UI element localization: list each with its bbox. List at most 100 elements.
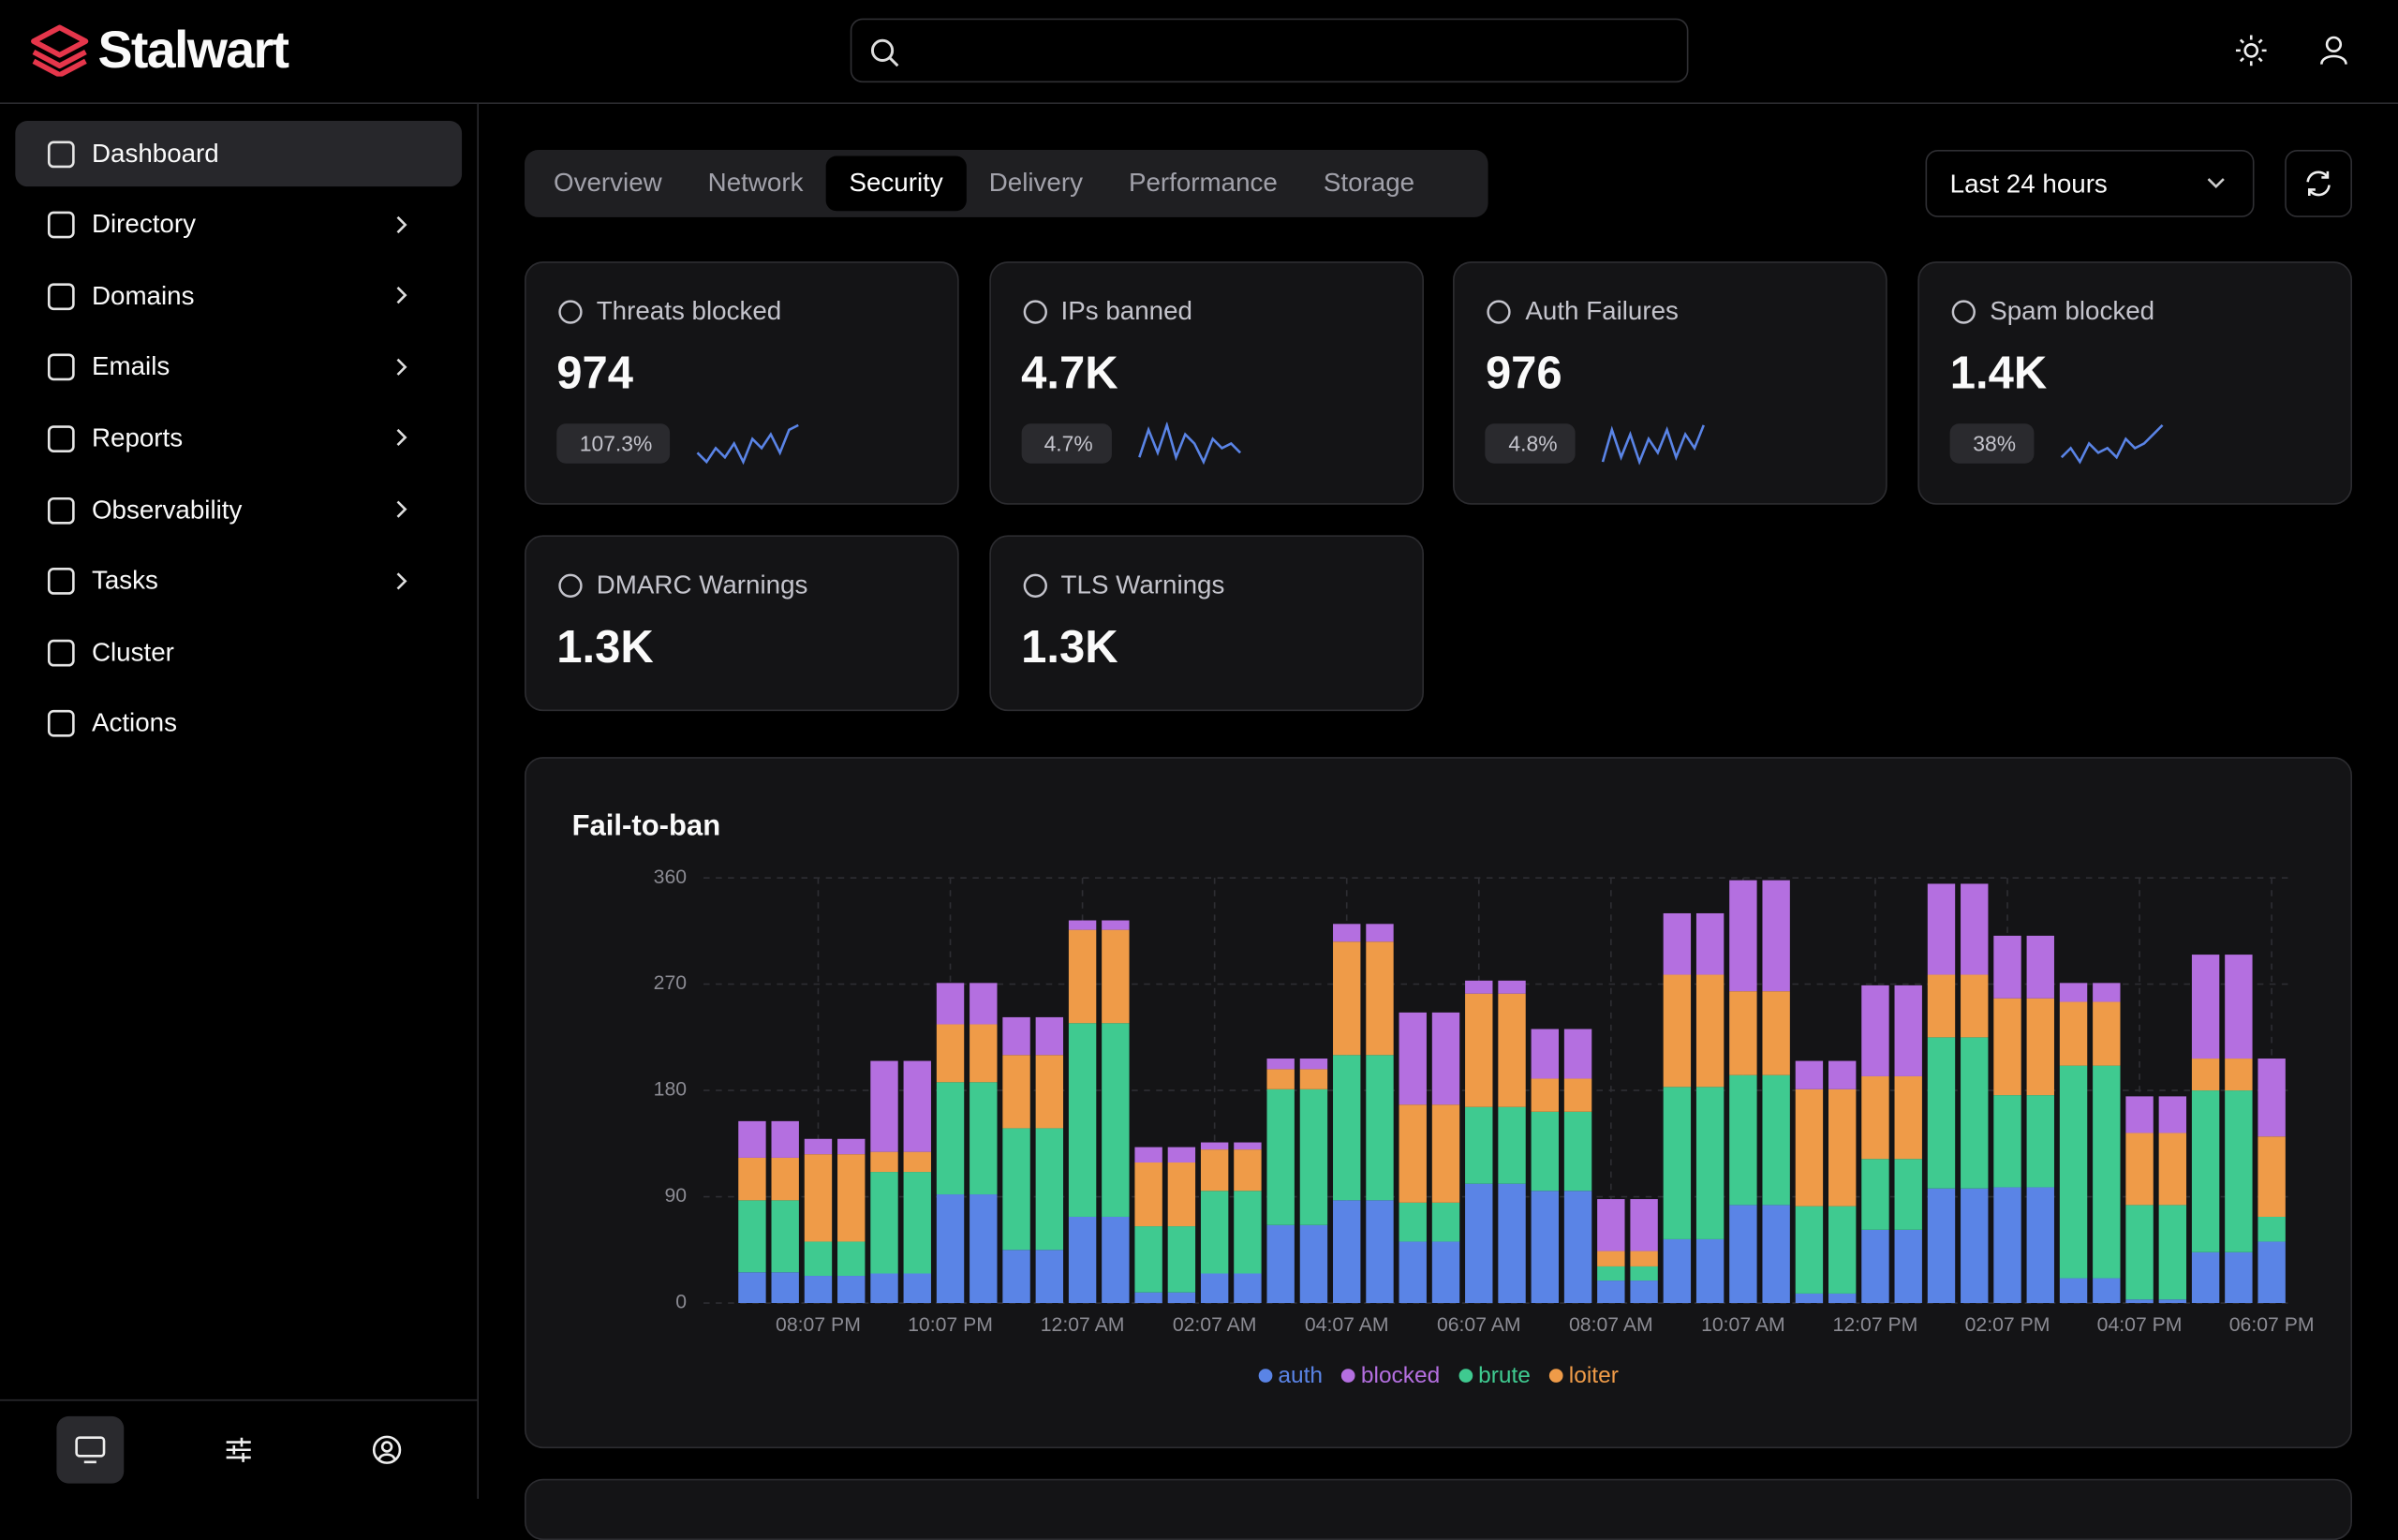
bar-segment [771, 1200, 799, 1273]
chart: 0 90 180 270 360 08:07 PM 10:07 PM 12:07 AM 02:0… [654, 866, 2315, 1336]
stat-value: 1.3K [1021, 622, 1118, 674]
nav-item[interactable]: Emails [15, 334, 462, 400]
tab[interactable]: Network [707, 168, 804, 198]
nav-item[interactable]: Cluster [15, 620, 462, 686]
next-card [524, 1478, 2353, 1540]
nav-item[interactable]: Actions [15, 691, 462, 757]
bar-segment [1102, 1023, 1130, 1217]
bar-segment [1993, 998, 2021, 1096]
bar-segment [1762, 880, 1790, 992]
bar-segment [1663, 1238, 1692, 1304]
stat-change: 38% [1949, 423, 2035, 464]
search-box[interactable] [850, 18, 1689, 83]
bar-segment [936, 1082, 965, 1195]
desktop-button[interactable] [75, 1434, 106, 1465]
bar-segment [1102, 1216, 1130, 1304]
bar-segment [738, 1120, 766, 1158]
nav-item[interactable]: Domains [15, 263, 462, 329]
tab[interactable]: Storage [1323, 168, 1415, 198]
theme-toggle[interactable] [2234, 34, 2268, 67]
user-menu[interactable] [2317, 34, 2350, 67]
stat-label-row: Spam blocked [1950, 297, 2154, 328]
bar-segment [1134, 1162, 1162, 1227]
bar-segment [1563, 1078, 1592, 1112]
tab[interactable]: Security [825, 155, 967, 212]
bar-segment [1465, 1106, 1493, 1184]
nav-item[interactable]: Directory [15, 192, 462, 258]
bar-segment [1795, 1293, 1824, 1304]
bar-segment [1200, 1149, 1229, 1192]
bar-segment [903, 1273, 931, 1304]
nav-label: Dashboard [91, 138, 219, 168]
bar-segment [1828, 1206, 1857, 1294]
legend-item[interactable]: blocked [1340, 1362, 1441, 1389]
bar-segment [1993, 935, 2021, 999]
nav-item[interactable]: Dashboard [15, 120, 463, 187]
nav-item[interactable]: Reports [15, 406, 462, 471]
nav-label: Actions [91, 708, 177, 738]
change-value: 107.3% [579, 431, 653, 456]
bar-segment [1961, 974, 1989, 1038]
bar-segment [1729, 880, 1757, 992]
bar-segment [1102, 929, 1130, 1024]
bar-segment [870, 1273, 898, 1304]
legend-item[interactable]: loiter [1548, 1363, 1619, 1388]
stat-card: TLS Warnings 1.3K [988, 535, 1424, 712]
nav-label: Reports [91, 423, 184, 453]
bar-segment [1630, 1251, 1658, 1266]
bar-segment [2125, 1096, 2154, 1133]
nav-label: Emails [91, 351, 170, 382]
bar-segment [837, 1276, 866, 1304]
bar-segment [2225, 1059, 2253, 1091]
bar-segment [1002, 1055, 1030, 1129]
bar-segment [2257, 1216, 2286, 1242]
chevron-right [396, 215, 407, 233]
bar-segment [1828, 1088, 1857, 1207]
y-tick-label: 180 [654, 1079, 687, 1101]
sidebar-toolbar [0, 1399, 478, 1501]
bar-segment [1234, 1149, 1262, 1192]
nav-item[interactable]: Observability [15, 477, 462, 542]
bar-segment [1563, 1111, 1592, 1192]
bar-segment [1167, 1147, 1196, 1162]
icon-shape [1487, 300, 1512, 324]
stat-icon [1951, 300, 1976, 324]
bar-segment [970, 1194, 998, 1304]
legend-item[interactable]: brute [1458, 1363, 1531, 1388]
bar-segment [1266, 1224, 1295, 1304]
tab[interactable]: Delivery [988, 168, 1083, 198]
bar-segment [1498, 980, 1526, 994]
bar-segment [1167, 1292, 1196, 1304]
x-tick-label: 08:07 AM [1569, 1314, 1653, 1336]
bar-segment [804, 1276, 833, 1304]
bar-segment [2026, 998, 2054, 1096]
x-tick-label: 06:07 PM [2229, 1314, 2315, 1336]
icon-shape [47, 282, 75, 310]
nav-icon [47, 568, 75, 595]
legend-item[interactable]: auth [1258, 1363, 1323, 1388]
legend-dot [1458, 1369, 1473, 1383]
bar-segment [2059, 1001, 2088, 1066]
account-button[interactable] [372, 1434, 403, 1465]
stat-label: IPs banned [1060, 296, 1192, 326]
range-select[interactable]: Last 24 hours [1925, 149, 2255, 217]
tab[interactable]: Overview [554, 168, 662, 198]
bar-segment [1134, 1292, 1162, 1304]
legend-label: blocked [1360, 1362, 1441, 1389]
bar-segment [804, 1138, 833, 1155]
bar-segment [1366, 1200, 1394, 1304]
app: Stalwart Dashboard Directory Domains Emails… [0, 18, 2398, 1540]
nav-item[interactable]: Tasks [15, 548, 462, 614]
bar-segment [2158, 1299, 2187, 1304]
refresh-button[interactable] [2285, 149, 2353, 217]
stat-card: DMARC Warnings 1.3K [524, 535, 959, 712]
bar-segment [1630, 1266, 1658, 1281]
stat-label-row: TLS Warnings [1021, 570, 1224, 601]
x-tick-label: 06:07 AM [1437, 1314, 1521, 1336]
bar-segment [1630, 1199, 1658, 1251]
bar-segment [2257, 1241, 2286, 1304]
tab[interactable]: Performance [1128, 168, 1278, 198]
settings-button[interactable] [223, 1434, 254, 1465]
tab-bar: Overview Network Security Delivery Performan… [524, 149, 1488, 217]
nav-label: Tasks [91, 566, 158, 596]
